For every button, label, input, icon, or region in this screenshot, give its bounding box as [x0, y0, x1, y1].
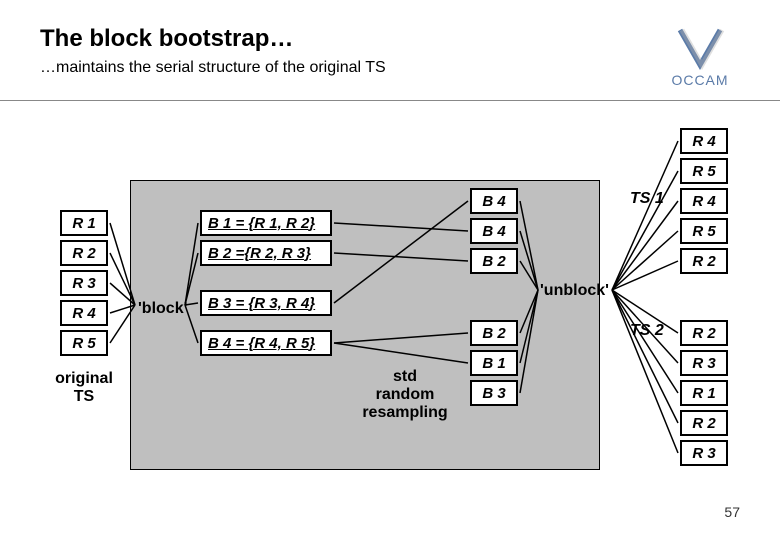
logo-text: OCCAM [660, 72, 740, 88]
divider [0, 100, 780, 101]
logo: OCCAM [660, 25, 740, 88]
slide-header: The block bootstrap… …maintains the seri… [40, 25, 740, 77]
page-number: 57 [724, 504, 740, 520]
diagram-canvas: R 1 R 2 R 3 R 4 R 5 original TS 'block' … [0, 110, 780, 510]
slide-title: The block bootstrap… [40, 25, 740, 53]
logo-v-icon [675, 25, 725, 70]
slide-subtitle: …maintains the serial structure of the o… [40, 59, 740, 77]
connector-lines [0, 110, 780, 510]
